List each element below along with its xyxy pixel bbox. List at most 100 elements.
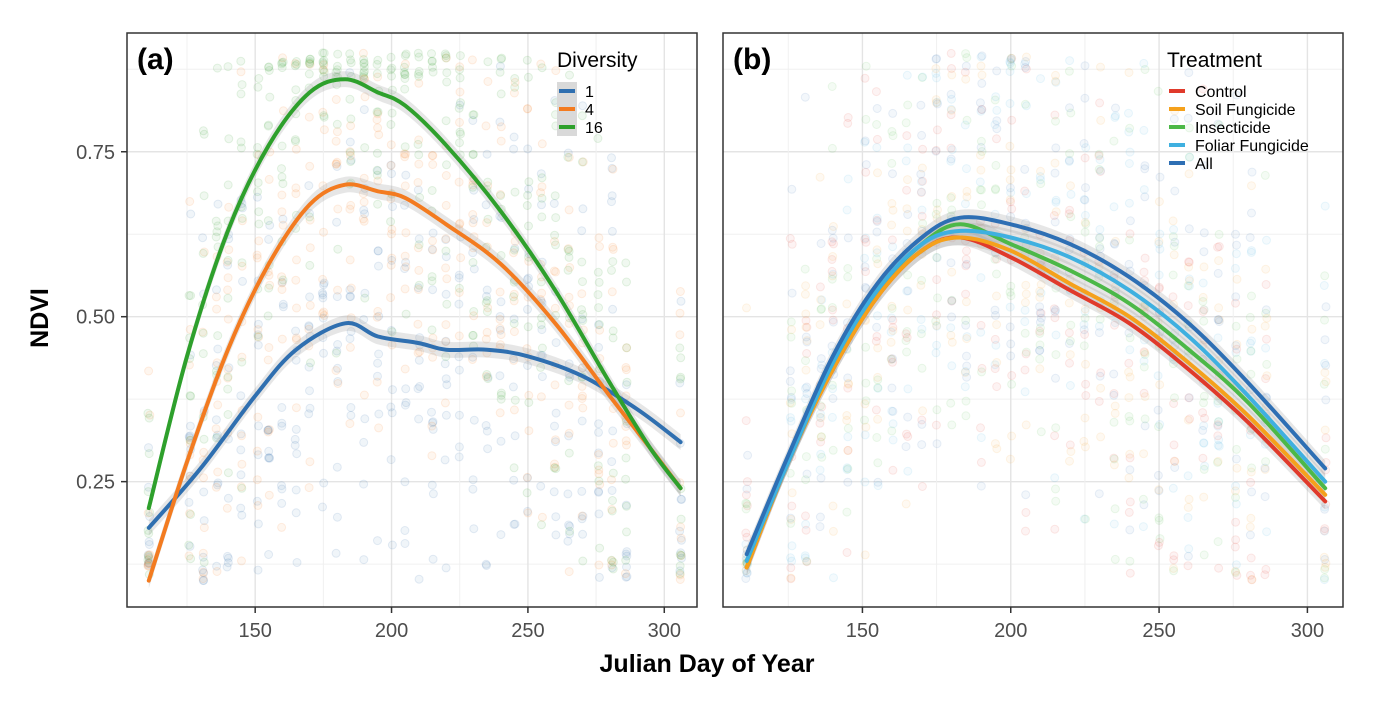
data-point <box>1247 575 1257 585</box>
data-point <box>842 465 852 475</box>
data-point <box>1051 373 1060 383</box>
data-point <box>481 121 491 131</box>
data-point <box>1050 431 1060 441</box>
data-point <box>1261 305 1271 315</box>
data-point <box>482 307 492 317</box>
data-point <box>1214 315 1224 325</box>
data-point <box>1214 441 1224 451</box>
data-point <box>1140 421 1150 431</box>
data-point <box>372 69 382 79</box>
data-point <box>1231 454 1241 464</box>
data-point <box>917 211 927 221</box>
data-point <box>1169 566 1179 576</box>
data-point <box>931 68 941 78</box>
data-point <box>400 142 410 152</box>
data-point <box>510 74 520 83</box>
data-point <box>1035 326 1045 336</box>
data-point <box>1170 457 1180 466</box>
data-point <box>1125 497 1135 507</box>
data-point <box>1080 413 1090 423</box>
data-point <box>359 197 369 207</box>
data-point <box>236 503 246 513</box>
data-point <box>213 344 223 354</box>
data-point <box>345 49 355 59</box>
data-point <box>992 254 1002 264</box>
data-point <box>901 499 911 509</box>
data-point <box>469 110 479 120</box>
data-point <box>622 343 632 353</box>
data-point <box>510 243 520 253</box>
data-point <box>454 103 464 113</box>
data-point <box>305 208 314 218</box>
data-point <box>916 329 926 339</box>
data-point <box>510 395 520 405</box>
data-point <box>305 243 315 253</box>
data-point <box>947 64 956 73</box>
data-point <box>1109 238 1119 248</box>
data-point <box>1214 417 1223 427</box>
data-point <box>237 459 247 469</box>
data-point <box>577 394 587 403</box>
data-point <box>675 550 685 560</box>
data-point <box>843 373 853 383</box>
data-point <box>510 77 520 87</box>
data-point <box>1094 321 1104 331</box>
data-point <box>400 70 410 79</box>
data-point <box>199 129 209 139</box>
data-point <box>577 111 587 121</box>
data-point <box>946 143 956 153</box>
data-point <box>828 222 838 231</box>
data-point <box>1183 561 1193 571</box>
data-point <box>621 258 631 268</box>
data-point <box>1199 305 1209 315</box>
data-point <box>442 274 452 284</box>
data-point <box>828 317 838 327</box>
data-point <box>976 433 986 443</box>
data-point <box>212 567 222 576</box>
data-point <box>551 437 560 447</box>
data-point <box>607 486 617 495</box>
grid <box>723 33 1343 607</box>
data-point <box>1169 551 1179 561</box>
data-point <box>387 169 396 179</box>
data-point <box>211 232 221 242</box>
data-point <box>277 207 287 217</box>
data-point <box>801 356 810 366</box>
data-point <box>333 49 343 59</box>
data-point <box>346 121 356 131</box>
data-point <box>902 429 911 439</box>
data-point <box>1170 237 1180 247</box>
data-point <box>622 551 632 561</box>
confidence-band <box>148 315 681 536</box>
data-point <box>1231 341 1241 351</box>
data-point <box>992 105 1002 115</box>
data-point <box>787 556 797 566</box>
data-point <box>386 455 396 465</box>
data-point <box>917 482 927 491</box>
data-point <box>387 71 396 81</box>
data-point <box>578 529 588 539</box>
data-point <box>1065 336 1075 346</box>
data-point <box>306 358 315 368</box>
data-point <box>947 105 956 115</box>
data-point <box>991 184 1000 194</box>
data-point <box>577 305 586 315</box>
data-point <box>621 549 631 559</box>
data-point <box>482 296 492 306</box>
data-point <box>386 161 396 170</box>
data-point <box>1021 526 1030 536</box>
data-point <box>1320 573 1329 583</box>
data-point <box>1095 233 1105 243</box>
data-point <box>199 447 209 457</box>
data-point <box>374 130 384 140</box>
data-point <box>594 469 604 479</box>
data-point <box>962 192 972 202</box>
data-point <box>345 147 355 157</box>
data-point <box>931 316 941 326</box>
data-point <box>1183 551 1193 561</box>
data-point <box>990 305 1000 315</box>
data-point <box>1231 560 1241 570</box>
data-point <box>676 522 686 532</box>
data-point <box>960 382 970 392</box>
data-point <box>564 448 574 458</box>
